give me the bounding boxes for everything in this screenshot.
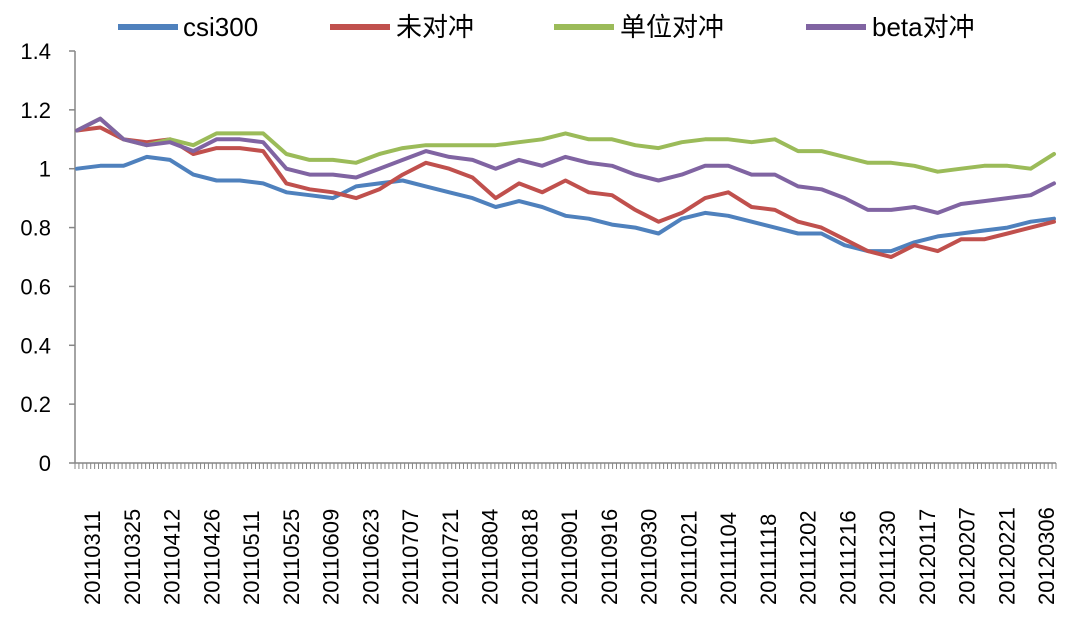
y-tick-label: 1.4 [20,39,51,64]
legend-label-unhedged: 未对冲 [396,12,474,42]
legend-item-beta-hedge: beta对冲 [806,12,975,42]
x-tick-label: 20110707 [398,509,423,605]
y-tick-label: 1.2 [20,98,51,123]
x-tick-label: 20111118 [756,514,781,605]
y-tick-label: 1 [39,157,51,182]
x-tick-label: 20110511 [239,510,264,605]
series-line-0 [75,154,1056,254]
x-tick-label: 20110721 [438,509,463,605]
x-tick-label: 20110916 [597,509,622,605]
y-tick-label: 0.2 [20,392,51,417]
x-tick-label: 20110818 [517,509,542,605]
x-tick-label: 20110901 [557,509,582,605]
y-tick-label: 0.4 [20,333,51,358]
x-tick-label: 20110930 [637,509,662,605]
series-line-2 [75,116,1056,174]
legend-item-csi300: csi300 [118,12,258,42]
x-tick-label: 20120117 [915,509,940,605]
x-tick-label: 20110311 [80,510,105,605]
series-line-1 [75,125,1056,259]
x-tick-label: 20111216 [835,510,860,605]
axes: 0 0.2 0.4 0.6 0.8 1 1.2 1.4 20110311 20110325 2011… [20,39,1059,605]
x-tick-label: 20120207 [955,507,980,605]
x-tick-label: 20120306 [1034,507,1059,605]
x-tick-label: 20111230 [875,510,900,605]
legend-item-unit-hedge: 单位对冲 [554,12,724,42]
x-tick-label: 20111104 [716,512,741,605]
x-tick-label: 20110609 [319,509,344,605]
x-tick-label: 20110412 [160,509,185,605]
x-tick-label: 20110325 [120,509,145,605]
x-tick-label: 20110426 [199,509,224,605]
x-tick-label: 20110525 [279,509,304,605]
x-tick-label: 20110623 [358,509,383,605]
series-line-3 [75,116,1056,215]
series-group [75,116,1056,259]
y-tick-label: 0.8 [20,216,51,241]
legend-label-beta-hedge: beta对冲 [872,12,975,42]
legend-item-unhedged: 未对冲 [330,12,474,42]
x-tick-label: 20110804 [478,509,503,605]
legend: csi300 未对冲 单位对冲 beta对冲 [118,12,975,42]
legend-label-csi300: csi300 [183,12,258,42]
legend-label-unit-hedge: 单位对冲 [620,12,724,42]
y-tick-label: 0.6 [20,274,51,299]
y-tick-label: 0 [39,451,51,476]
x-tick-label: 20120221 [994,507,1019,605]
x-tick-label: 20111202 [796,510,821,605]
x-tick-label: 20111021 [676,510,701,605]
